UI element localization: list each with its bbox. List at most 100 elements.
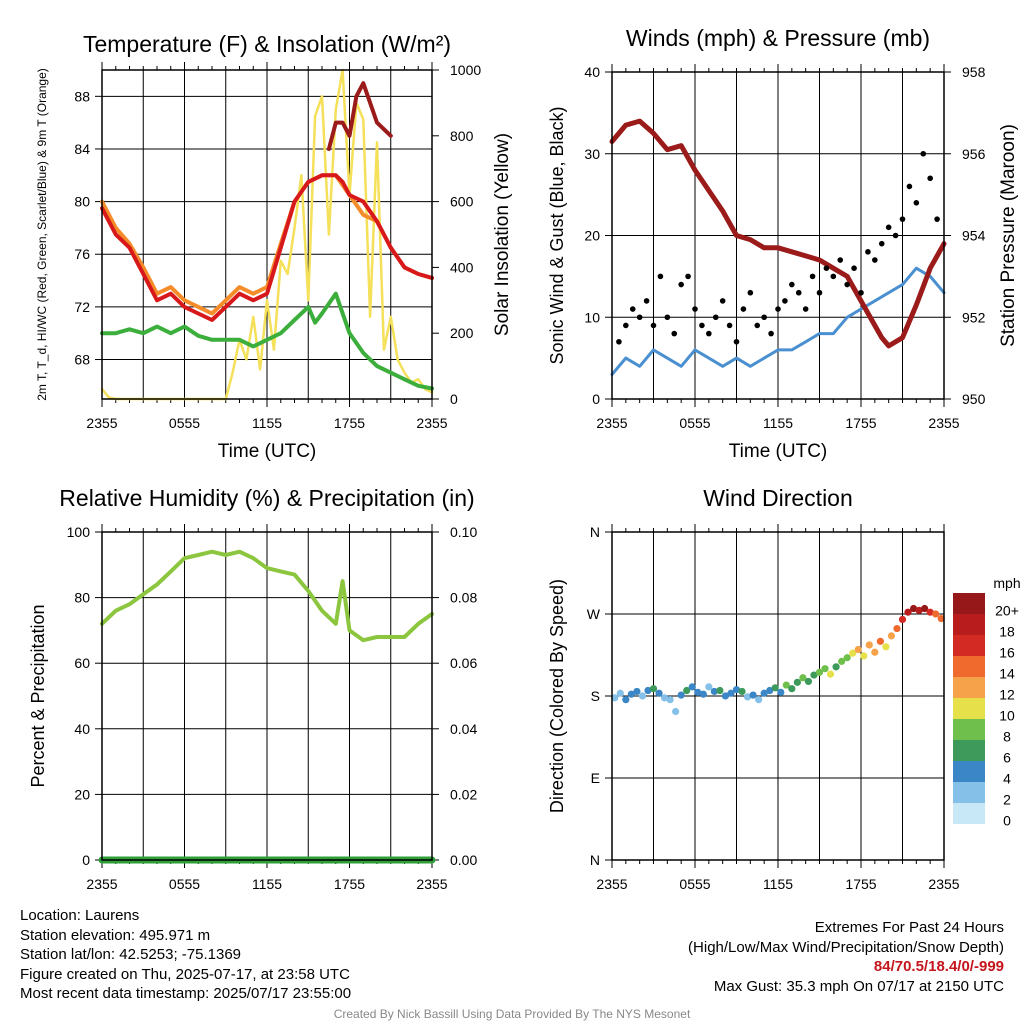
x-tick-label: 2355 [416, 415, 447, 431]
y2-tick-label: 0.06 [450, 655, 477, 671]
y-tick-label: 80 [74, 590, 90, 606]
y2-tick-label: 0.04 [450, 721, 477, 737]
extremes-info: Extremes For Past 24 Hours (High/Low/Max… [688, 918, 1004, 996]
gust-point [885, 224, 892, 231]
gust-point [934, 216, 940, 222]
x-tick-label: 2355 [928, 415, 959, 431]
y-tick-label: 20 [584, 228, 600, 244]
wind-direction-point [721, 692, 730, 700]
gust-point [802, 306, 809, 312]
x-tick-label: 0555 [169, 876, 200, 892]
wind-direction-point [705, 683, 713, 691]
gust-point [719, 298, 726, 304]
y2-tick-label: 954 [962, 228, 986, 244]
x-tick-label: 1755 [845, 415, 876, 431]
y-tick-label: 76 [74, 246, 90, 262]
gust-point [685, 273, 691, 280]
wind-direction-point [655, 689, 663, 697]
x-tick-label: 1155 [763, 876, 793, 892]
colorbar-swatch [953, 635, 985, 656]
wind-direction-point [766, 686, 774, 695]
gust-point [844, 281, 850, 288]
wind-direction-point [660, 694, 669, 702]
chart-title: Wind Direction [703, 485, 853, 511]
gust-point [657, 273, 664, 280]
colorbar-label: 2 [1003, 792, 1011, 808]
wind-direction-point [815, 668, 824, 676]
gust-point [768, 330, 774, 337]
series-line-dewpoint [100, 291, 434, 391]
x-tick-label: 1755 [334, 415, 365, 431]
wind-direction-point [832, 663, 840, 671]
wind-direction-point [777, 688, 785, 696]
figure-created: Figure created on Thu, 2025-07-17, at 23… [20, 965, 350, 983]
wind-direction-point [782, 681, 790, 689]
wind-direction-point [904, 608, 912, 616]
gust-point [740, 306, 747, 312]
plot-frame [611, 71, 945, 400]
gust-point [664, 314, 671, 321]
y-axis-label: Direction (Colored By Speed) [547, 579, 567, 813]
x-tick-label: 2355 [416, 876, 447, 892]
gust-point [865, 249, 871, 255]
station-info: Location: Laurens Station elevation: 495… [20, 906, 351, 1004]
wind-direction-point [638, 692, 647, 700]
gust-point [692, 306, 698, 312]
y-axis-label: Sonic Wind & Gust (Blue, Black) [547, 106, 567, 364]
colorbar-label: 12 [999, 687, 1015, 703]
gust-point [899, 216, 906, 222]
x-tick-label: 1755 [334, 876, 365, 892]
x-tick-label: 0555 [679, 876, 710, 892]
x-tick-label: 1155 [763, 415, 793, 431]
x-tick-label: 2355 [86, 415, 117, 431]
gust-point [920, 150, 927, 157]
y2-tick-label: 0.02 [450, 786, 477, 802]
series-line-2m-t [100, 173, 434, 322]
y-tick-label: 68 [74, 352, 90, 368]
wind-direction-point [871, 648, 879, 656]
x-tick-label: 0555 [169, 415, 200, 431]
wind-direction-point [804, 677, 813, 686]
gust-point [754, 322, 761, 329]
gust-point [851, 265, 857, 272]
colorbar-swatch [953, 782, 985, 803]
series-line-relative-humidity [100, 549, 434, 643]
gust-point [712, 314, 719, 321]
chart-title: Winds (mph) & Pressure (mb) [626, 25, 930, 51]
gust-point [858, 289, 864, 296]
wind-direction-point [760, 689, 768, 697]
colorbar-title: mph [993, 575, 1020, 591]
x-tick-label: 0555 [679, 415, 710, 431]
plot-frame [611, 531, 945, 861]
y-tick-label: 0 [82, 852, 90, 868]
y2-tick-label: 1000 [450, 62, 481, 78]
wind-direction-point [854, 645, 862, 654]
wind-direction-point [915, 606, 923, 614]
wind-direction-point [843, 654, 851, 662]
colorbar-label: 14 [999, 666, 1015, 682]
x-tick-label: 2355 [86, 876, 117, 892]
y2-tick-label: 956 [962, 146, 986, 162]
colorbar-swatch [953, 593, 985, 614]
x-tick-label: 1155 [252, 415, 282, 431]
gust-point [823, 265, 830, 272]
chart-title: Relative Humidity (%) & Precipitation (i… [59, 485, 474, 511]
colorbar-label: 18 [999, 624, 1015, 640]
gust-point [892, 232, 899, 239]
y2-tick-label: 0.00 [450, 852, 477, 868]
wind-direction-point [909, 604, 918, 613]
y-tick-label: 40 [584, 64, 600, 80]
wind-direction-point [616, 689, 624, 697]
chart-title: Temperature (F) & Insolation (W/m²) [83, 31, 451, 57]
gust-point [872, 257, 878, 263]
temperature-insolation-panel: 68 72 76 80 84 88 0 200 400 600 800 1000 2355 0555 115… [35, 31, 513, 462]
y-tick-label: 60 [74, 655, 90, 671]
y2-axis-label: Station Pressure (Maroon) [998, 124, 1019, 347]
series-line-station-pressure [609, 118, 947, 349]
wind-direction-point [937, 614, 945, 623]
colorbar-label: 4 [1003, 771, 1011, 787]
gust-point [671, 330, 678, 337]
wind-direction-panel: N E S W N 2355 0555 1155 1755 2355 Wind Direction D… [547, 485, 960, 892]
y-tick-label: 40 [74, 721, 90, 737]
wind-direction-point [838, 657, 846, 665]
